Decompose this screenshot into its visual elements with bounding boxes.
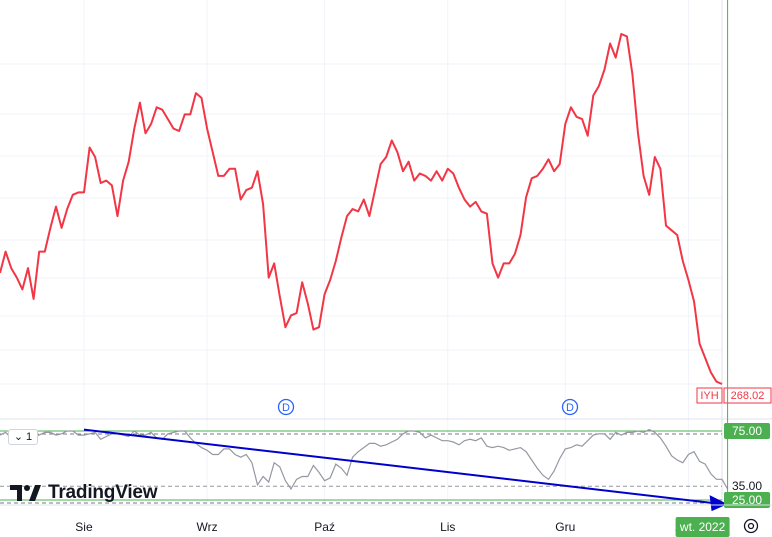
- oscillator-axis-badge: [724, 492, 770, 508]
- dividend-marker[interactable]: D: [561, 398, 579, 416]
- tradingview-logo[interactable]: TradingView: [10, 482, 158, 504]
- dividend-marker-label: D: [282, 402, 290, 414]
- pane-collapse-button[interactable]: ⌄ 1: [8, 429, 38, 445]
- tradingview-logo-text: TradingView: [48, 482, 158, 503]
- current-time-label: wt. 2022: [679, 520, 726, 534]
- x-axis-tick-label: Lis: [440, 520, 455, 534]
- series-line-oscillator[interactable]: [0, 428, 729, 491]
- trendline-drawing[interactable]: [83, 428, 714, 505]
- x-axis-tick-label: Wrz: [197, 520, 218, 534]
- oscillator-axis-label: 35.00: [732, 479, 762, 493]
- last-price-label: 268.02: [731, 390, 765, 402]
- ticker-tag-label: IYH: [700, 390, 718, 402]
- dividend-marker-label: D: [566, 402, 574, 414]
- series-line-iyh[interactable]: [0, 33, 723, 385]
- chevron-down-icon: ⌄: [13, 431, 24, 443]
- oscillator-axis-label: 25.00: [732, 493, 762, 507]
- last-price-tag: IYH 268.02: [696, 387, 772, 404]
- current-time-badge: [675, 517, 730, 537]
- dividend-marker-circle: [561, 398, 579, 416]
- ticker-tag-box: [696, 387, 723, 404]
- dividend-marker[interactable]: D: [277, 398, 295, 416]
- x-axis-tick-label: Gru: [555, 520, 575, 534]
- last-price-box: [723, 387, 772, 404]
- grid: [0, 0, 722, 505]
- x-axis-tick-label: Sie: [75, 520, 93, 534]
- x-axis-tick-label: Paź: [314, 520, 335, 534]
- oscillator-axis-badge: [724, 423, 770, 439]
- trendline-arrowhead: [709, 495, 728, 512]
- pane-index: 1: [26, 431, 33, 443]
- settings-icon[interactable]: [742, 517, 760, 535]
- dividend-marker-circle: [277, 398, 295, 416]
- tradingview-logo-icon: [10, 485, 41, 501]
- oscillator-axis-label: 75.00: [732, 424, 762, 438]
